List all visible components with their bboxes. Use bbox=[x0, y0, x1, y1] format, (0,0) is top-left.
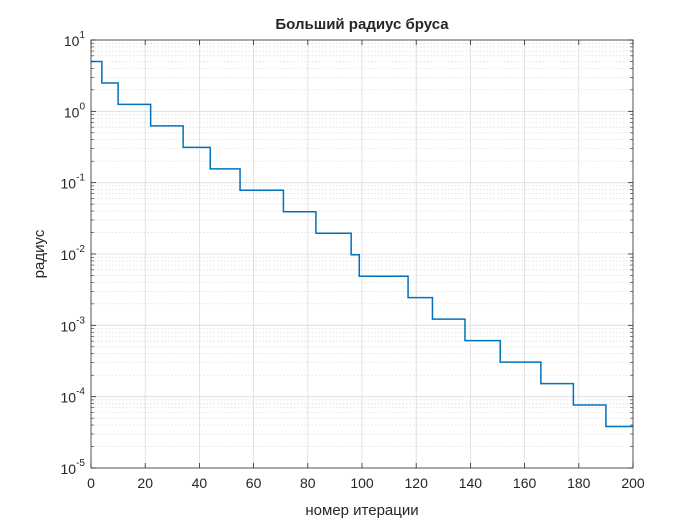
x-tick-label: 20 bbox=[137, 475, 153, 491]
y-tick-label: 10-5 bbox=[61, 458, 86, 477]
y-tick-label: 10-3 bbox=[61, 315, 86, 334]
chart-title: Больший радиус бруса bbox=[275, 16, 449, 33]
x-tick-label: 200 bbox=[621, 475, 645, 491]
x-axis-label: номер итерации bbox=[305, 502, 418, 519]
x-tick-label: 180 bbox=[567, 475, 591, 491]
major-grid bbox=[91, 40, 633, 468]
x-tick-labels: 0 20 40 60 80 100 120 140 160 180 200 bbox=[87, 475, 645, 491]
x-tick-label: 40 bbox=[192, 475, 208, 491]
x-tick-label: 160 bbox=[513, 475, 537, 491]
y-tick-labels: 101 100 10-1 10-2 10-3 10-4 10-5 bbox=[61, 30, 86, 477]
y-tick-label: 100 bbox=[64, 101, 86, 120]
tick-marks bbox=[90, 39, 634, 469]
y-tick-label: 101 bbox=[64, 30, 86, 49]
x-tick-label: 60 bbox=[246, 475, 262, 491]
x-tick-label: 140 bbox=[459, 475, 483, 491]
y-axis-label: радиус bbox=[31, 229, 48, 278]
radius-series-line bbox=[91, 60, 633, 428]
x-tick-label: 100 bbox=[350, 475, 374, 491]
x-tick-label: 80 bbox=[300, 475, 316, 491]
series-group bbox=[91, 60, 633, 428]
y-tick-label: 10-2 bbox=[61, 244, 86, 263]
x-tick-label: 120 bbox=[405, 475, 429, 491]
x-tick-label: 0 bbox=[87, 475, 95, 491]
y-tick-label: 10-1 bbox=[61, 173, 86, 192]
y-tick-label: 10-4 bbox=[61, 387, 86, 406]
